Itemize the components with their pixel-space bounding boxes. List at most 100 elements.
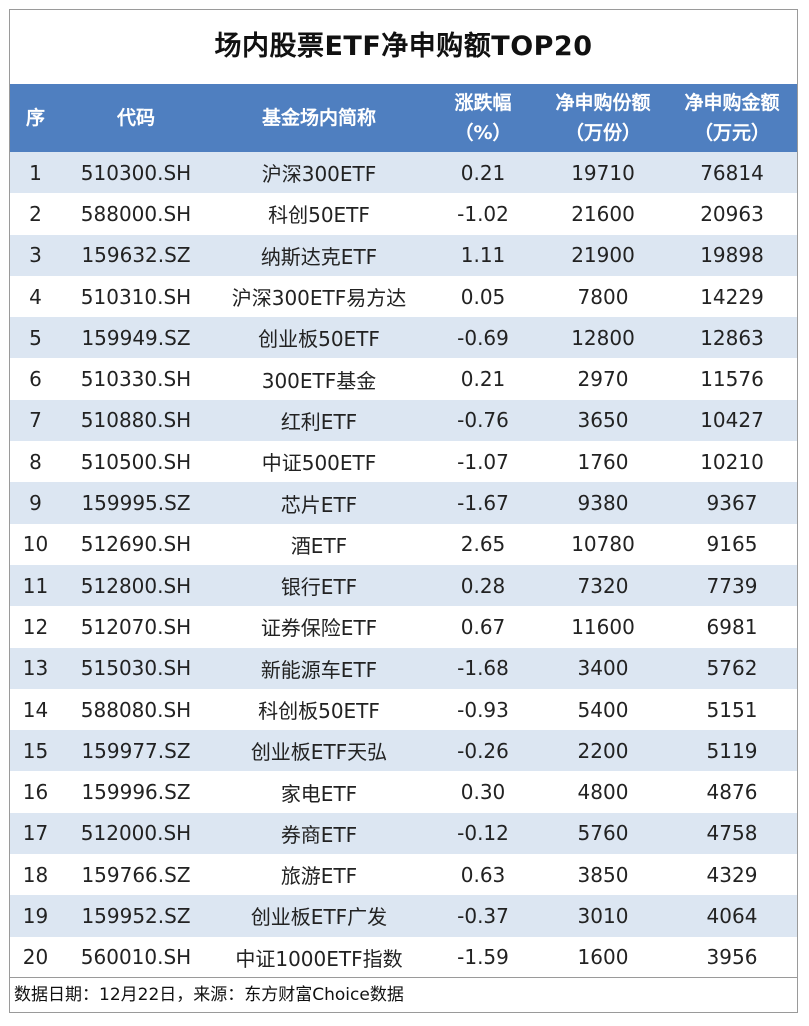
cell-shares: 5760 [539, 812, 667, 855]
cell-name: 中证500ETF [211, 441, 427, 483]
cell-name: 中证1000ETF指数 [211, 936, 427, 978]
table-row: 18 159766.SZ 旅游ETF 0.63 3850 4329 [10, 854, 797, 896]
cell-shares: 3400 [539, 647, 667, 689]
cell-amount: 6981 [667, 606, 797, 648]
cell-amount: 7739 [667, 564, 797, 607]
cell-code: 510310.SH [61, 275, 211, 318]
column-header-code: 代码 [61, 84, 211, 152]
table-header: 序 代码 基金场内简称 涨跌幅 （%） 净申购份额 （万份） 净申购金额 （万元… [10, 84, 797, 152]
cell-shares: 10780 [539, 523, 667, 565]
column-header-change-label: 涨跌幅 [454, 92, 512, 114]
cell-rank: 17 [10, 812, 61, 855]
cell-rank: 10 [10, 523, 61, 565]
table-row: 9 159995.SZ 芯片ETF -1.67 9380 9367 [10, 482, 797, 524]
cell-code: 512690.SH [61, 523, 211, 565]
cell-name: 沪深300ETF [211, 152, 427, 194]
cell-change: -0.26 [427, 730, 539, 772]
cell-amount: 4876 [667, 771, 797, 813]
cell-rank: 20 [10, 936, 61, 978]
table-row: 17 512000.SH 券商ETF -0.12 5760 4758 [10, 812, 797, 855]
cell-rank: 2 [10, 193, 61, 235]
cell-amount: 4329 [667, 854, 797, 896]
cell-change: -0.93 [427, 688, 539, 731]
page-title: 场内股票ETF净申购额TOP20 [214, 31, 593, 62]
column-header-shares: 净申购份额 （万份） [539, 84, 667, 152]
cell-name: 300ETF基金 [211, 358, 427, 400]
cell-amount: 11576 [667, 358, 797, 400]
cell-change: -1.67 [427, 482, 539, 524]
cell-shares: 1600 [539, 936, 667, 978]
cell-name: 创业板50ETF [211, 317, 427, 359]
cell-amount: 4064 [667, 895, 797, 937]
cell-amount: 5119 [667, 730, 797, 772]
cell-code: 159977.SZ [61, 730, 211, 772]
cell-change: -0.12 [427, 812, 539, 855]
table-row: 12 512070.SH 证券保险ETF 0.67 11600 6981 [10, 606, 797, 648]
cell-code: 560010.SH [61, 936, 211, 978]
cell-code: 159766.SZ [61, 854, 211, 896]
cell-code: 159995.SZ [61, 482, 211, 524]
table-row: 15 159977.SZ 创业板ETF天弘 -0.26 2200 5119 [10, 730, 797, 772]
cell-shares: 3650 [539, 399, 667, 442]
column-header-change-unit: （%） [454, 122, 512, 144]
cell-rank: 13 [10, 647, 61, 689]
cell-shares: 19710 [539, 152, 667, 194]
table-row: 6 510330.SH 300ETF基金 0.21 2970 11576 [10, 358, 797, 400]
cell-code: 588000.SH [61, 193, 211, 235]
cell-amount: 4758 [667, 812, 797, 855]
cell-name: 芯片ETF [211, 482, 427, 524]
cell-shares: 4800 [539, 771, 667, 813]
cell-name: 券商ETF [211, 812, 427, 855]
cell-rank: 14 [10, 688, 61, 731]
cell-change: 2.65 [427, 523, 539, 565]
cell-name: 家电ETF [211, 771, 427, 813]
cell-amount: 3956 [667, 936, 797, 978]
cell-name: 旅游ETF [211, 854, 427, 896]
cell-change: -0.69 [427, 317, 539, 359]
cell-shares: 5400 [539, 688, 667, 731]
cell-amount: 9367 [667, 482, 797, 524]
cell-rank: 5 [10, 317, 61, 359]
cell-change: 0.21 [427, 358, 539, 400]
cell-change: 1.11 [427, 234, 539, 276]
cell-shares: 2970 [539, 358, 667, 400]
cell-amount: 5762 [667, 647, 797, 689]
table-row: 16 159996.SZ 家电ETF 0.30 4800 4876 [10, 771, 797, 813]
cell-change: -1.02 [427, 193, 539, 235]
cell-code: 159952.SZ [61, 895, 211, 937]
column-header-shares-unit: （万份） [564, 122, 641, 144]
column-header-shares-label: 净申购份额 [555, 92, 651, 114]
cell-name: 纳斯达克ETF [211, 234, 427, 276]
table-row: 8 510500.SH 中证500ETF -1.07 1760 10210 [10, 441, 797, 483]
cell-change: 0.21 [427, 152, 539, 194]
cell-shares: 7800 [539, 275, 667, 318]
cell-code: 512070.SH [61, 606, 211, 648]
cell-code: 510500.SH [61, 441, 211, 483]
table-row: 4 510310.SH 沪深300ETF易方达 0.05 7800 14229 [10, 275, 797, 318]
cell-amount: 10210 [667, 441, 797, 483]
cell-code: 510880.SH [61, 399, 211, 442]
cell-amount: 12863 [667, 317, 797, 359]
cell-code: 510330.SH [61, 358, 211, 400]
cell-name: 创业板ETF广发 [211, 895, 427, 937]
cell-change: -1.68 [427, 647, 539, 689]
table-row: 2 588000.SH 科创50ETF -1.02 21600 20963 [10, 193, 797, 235]
table-row: 7 510880.SH 红利ETF -0.76 3650 10427 [10, 399, 797, 442]
cell-shares: 21900 [539, 234, 667, 276]
table-row: 13 515030.SH 新能源车ETF -1.68 3400 5762 [10, 647, 797, 689]
cell-name: 证券保险ETF [211, 606, 427, 648]
cell-amount: 9165 [667, 523, 797, 565]
cell-code: 588080.SH [61, 688, 211, 731]
cell-code: 159996.SZ [61, 771, 211, 813]
cell-rank: 6 [10, 358, 61, 400]
cell-shares: 12800 [539, 317, 667, 359]
cell-code: 159632.SZ [61, 234, 211, 276]
cell-change: -1.59 [427, 936, 539, 978]
table-row: 20 560010.SH 中证1000ETF指数 -1.59 1600 3956 [10, 936, 797, 978]
cell-name: 酒ETF [211, 523, 427, 565]
cell-shares: 11600 [539, 606, 667, 648]
cell-rank: 7 [10, 399, 61, 442]
table-row: 5 159949.SZ 创业板50ETF -0.69 12800 12863 [10, 317, 797, 359]
cell-change: 0.30 [427, 771, 539, 813]
column-header-change: 涨跌幅 （%） [427, 84, 539, 152]
